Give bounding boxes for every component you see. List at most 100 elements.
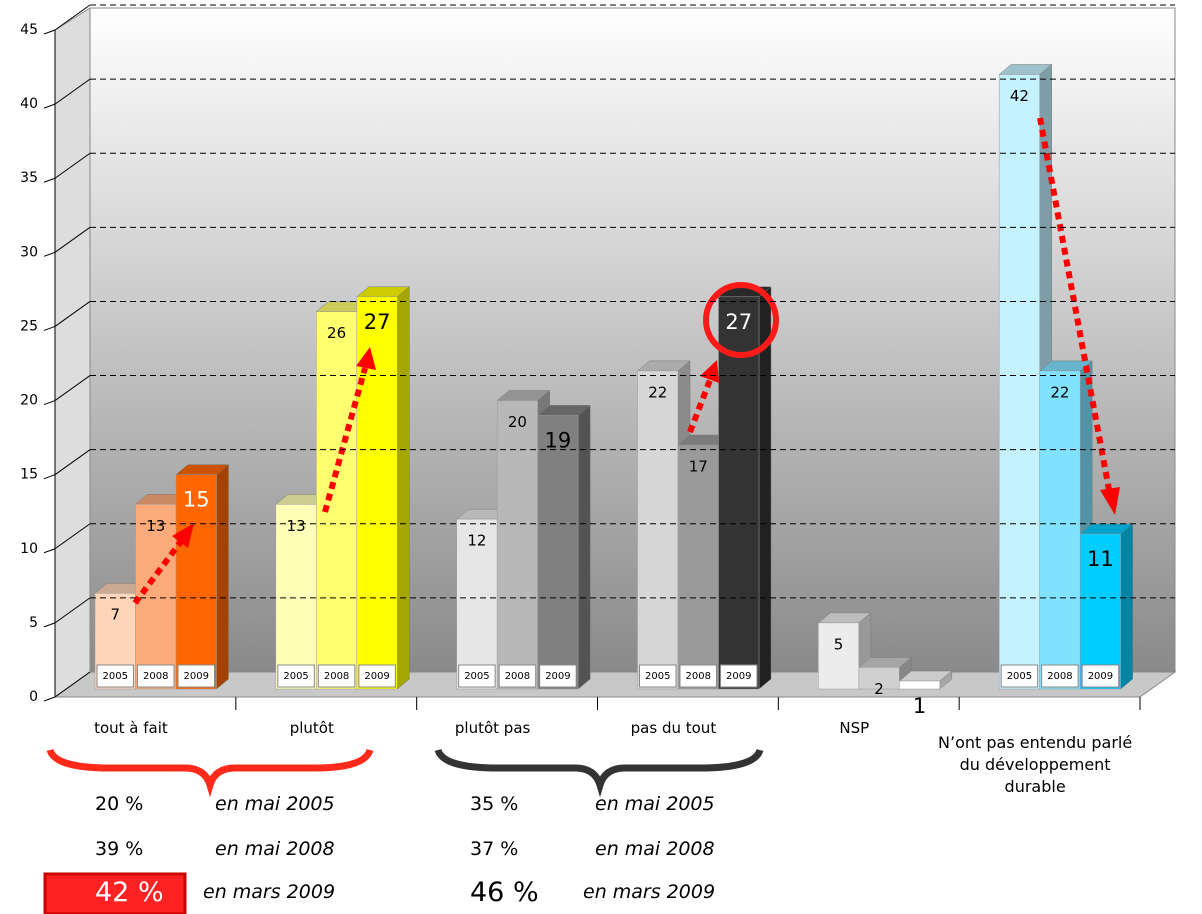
bar [998,74,1040,690]
value-label: 12 [467,532,486,550]
year-label: 2008 [324,671,349,682]
summary-value: 46 % [470,877,539,908]
summary-label: en mai 2008 [215,838,335,860]
y-tick-label: 0 [29,689,38,705]
year-label: 2008 [686,671,711,682]
year-box [1000,664,1039,688]
year-box [358,664,396,688]
year-box [1081,664,1120,688]
summary-label: en mai 2008 [595,838,715,860]
y-tick-label: 15 [20,467,38,483]
bar [718,296,760,690]
bar [1039,370,1081,690]
summary-label: en mars 2009 [583,881,716,903]
bar [356,296,398,690]
annotations [132,117,1113,605]
y-tick-label: 40 [20,96,38,112]
tick-mark [54,226,91,253]
bar-side [397,286,410,690]
y-axis: 0 5 10 15 20 25 30 35 40 45 [20,4,1175,705]
y-tick-label: 10 [20,541,38,557]
year-label: 2009 [184,671,209,682]
x-tick-label: plutôt pas [454,719,531,737]
year-box [679,664,717,688]
summary-label: en mars 2009 [203,881,336,903]
y-tick-label: 45 [20,22,38,38]
year-label: 2005 [1007,671,1032,682]
value-label: 19 [545,428,572,452]
summary-label: en mai 2005 [215,793,335,815]
tick-mark [43,251,56,257]
tick-mark [54,4,91,31]
value-label: 42 [1010,87,1029,105]
side-wall [54,7,91,698]
x-tick-label: plutôt [289,719,334,737]
summary-value: 42 % [95,877,164,908]
highlight-circle [703,282,779,358]
y-tick-label: 5 [29,615,38,631]
year-label: 2008 [505,671,530,682]
year-box [539,664,577,688]
value-label: 26 [327,324,346,342]
bar [1079,533,1121,690]
bracket [434,748,764,798]
highlight-box [43,872,187,914]
bar [677,444,719,690]
year-label: 2005 [283,671,308,682]
summary-label: en mai 2005 [595,793,715,815]
value-label: 22 [648,383,667,401]
year-box [639,664,677,688]
value-label: 13 [146,517,165,535]
value-label: 17 [689,458,708,476]
tick-mark [43,696,56,702]
value-label: 7 [110,606,120,624]
value-label: 22 [1050,383,1069,401]
year-box [1041,664,1079,688]
year-label: 2009 [1088,671,1113,682]
tick-mark [43,474,56,480]
year-label: 2009 [545,671,570,682]
tick-mark [43,400,56,406]
bar [496,400,538,690]
tick-mark [54,301,91,327]
year-box [317,664,356,688]
summary-value: 35 % [470,793,519,815]
year-label: 2009 [726,671,751,682]
year-box [720,664,758,688]
bar [275,504,317,690]
bar [316,311,358,690]
year-label: 2005 [645,671,670,682]
value-label: 27 [725,310,752,334]
value-label: 5 [834,635,844,653]
bar [537,415,579,690]
summary-value: 20 % [95,793,144,815]
bar [899,680,941,690]
tick-mark [43,622,56,628]
tick-mark [54,152,91,179]
tick-mark [54,671,91,698]
y-tick-label: 35 [20,170,38,186]
bar [637,370,679,690]
arrow-heads [172,347,1120,548]
bar-side [577,404,591,690]
year-label: 2005 [464,671,489,682]
tick-mark [54,523,91,550]
bar-side [216,464,229,690]
y-tick-label: 25 [20,318,38,334]
tick-mark [54,78,91,105]
value-label: 27 [364,310,391,334]
tick-mark [54,449,91,476]
year-label: 2008 [1047,671,1072,682]
year-box [177,664,215,688]
bar [456,518,498,690]
x-tick-label: pas du tout [630,719,717,737]
tick-mark [43,548,56,554]
tick-mark [43,103,56,109]
y-tick-label: 30 [20,244,38,260]
value-label: 11 [1087,547,1114,571]
year-box [458,664,496,688]
tick-mark [54,597,91,624]
x-tick-label: N’ont pas entendu parlé du développement… [938,733,1133,796]
year-label: 2005 [103,671,128,682]
value-label: 20 [508,413,527,431]
